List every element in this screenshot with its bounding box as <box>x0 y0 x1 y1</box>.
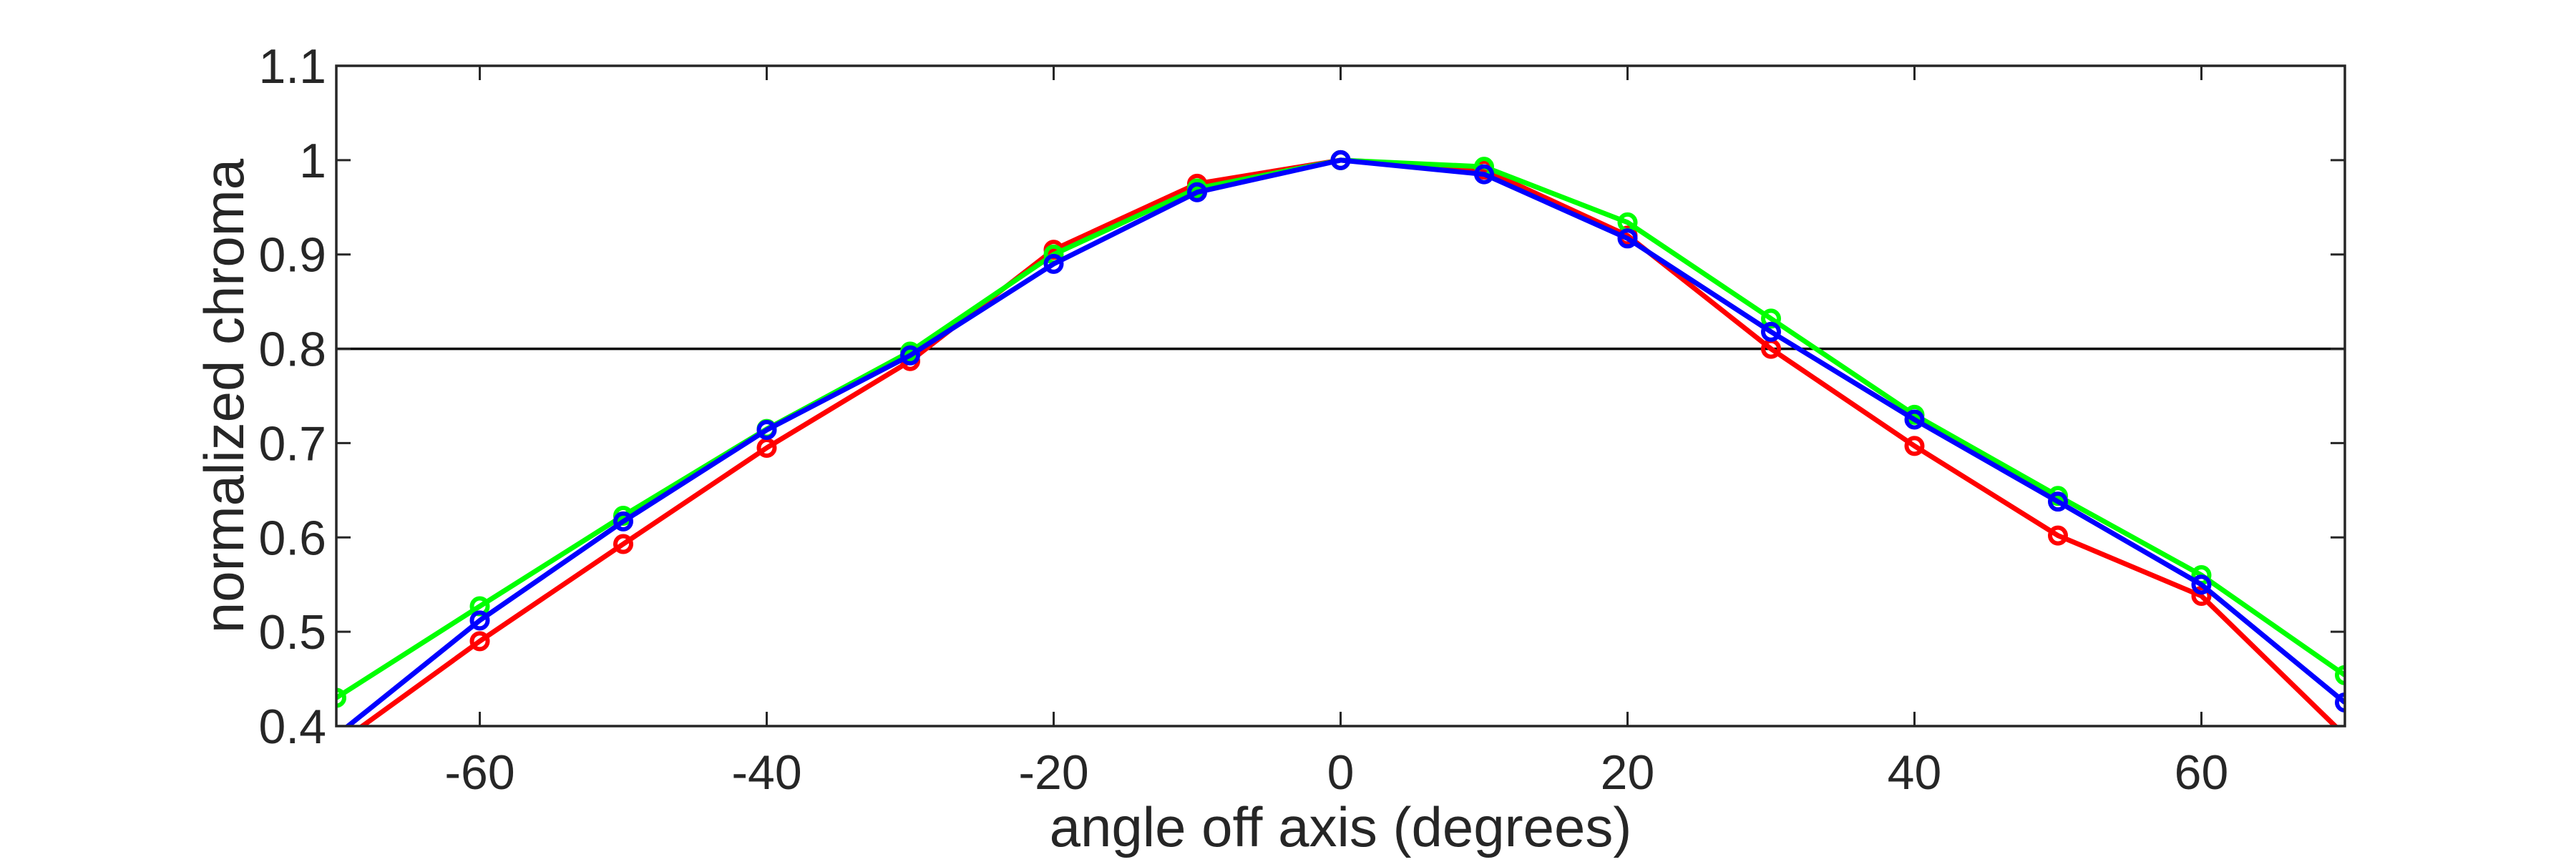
data-point <box>2048 525 2068 546</box>
data-point <box>756 438 777 459</box>
y-tick-label: 0.9 <box>258 228 326 283</box>
data-point <box>336 687 346 708</box>
data-point <box>2335 665 2345 685</box>
data-point <box>900 345 920 366</box>
data-point <box>1617 228 1638 249</box>
series-line <box>343 157 2345 726</box>
x-tick-label: 20 <box>1601 745 1655 800</box>
data-point <box>2191 574 2212 595</box>
y-tick-label: 0.7 <box>258 416 326 471</box>
data-point <box>2335 692 2345 713</box>
data-point <box>1761 321 1781 342</box>
data-point <box>613 534 633 554</box>
data-point <box>1330 150 1351 170</box>
data-point <box>1904 409 1925 430</box>
data-point <box>1474 164 1494 185</box>
data-point <box>1187 182 1207 202</box>
x-axis-label: angle off axis (degrees) <box>1050 795 1632 858</box>
series-2 <box>336 150 2345 726</box>
y-tick-label: 0.4 <box>258 700 326 754</box>
y-tick-label: 0.5 <box>258 605 326 660</box>
y-tick-label: 0.6 <box>258 511 326 565</box>
data-point <box>469 631 490 652</box>
data-point <box>756 419 777 440</box>
x-tick-label: -60 <box>444 745 514 800</box>
x-tick-label: 60 <box>2175 745 2229 800</box>
x-tick-label: -40 <box>731 745 801 800</box>
data-point <box>1904 436 1925 456</box>
y-axis-label: normalized chroma <box>192 158 255 633</box>
y-tick-label: 1 <box>299 134 326 188</box>
y-tick-label: 0.8 <box>258 323 326 377</box>
data-point <box>2191 586 2212 607</box>
data-point <box>1761 308 1781 329</box>
data-point <box>613 511 633 532</box>
data-point <box>469 610 490 631</box>
x-tick-label: 40 <box>1888 745 1942 800</box>
data-point <box>1043 253 1064 274</box>
x-tick-label: -20 <box>1018 745 1088 800</box>
x-tick-label: 0 <box>1327 745 1355 800</box>
data-point <box>2048 491 2068 512</box>
y-tick-label: 1.1 <box>258 39 326 94</box>
